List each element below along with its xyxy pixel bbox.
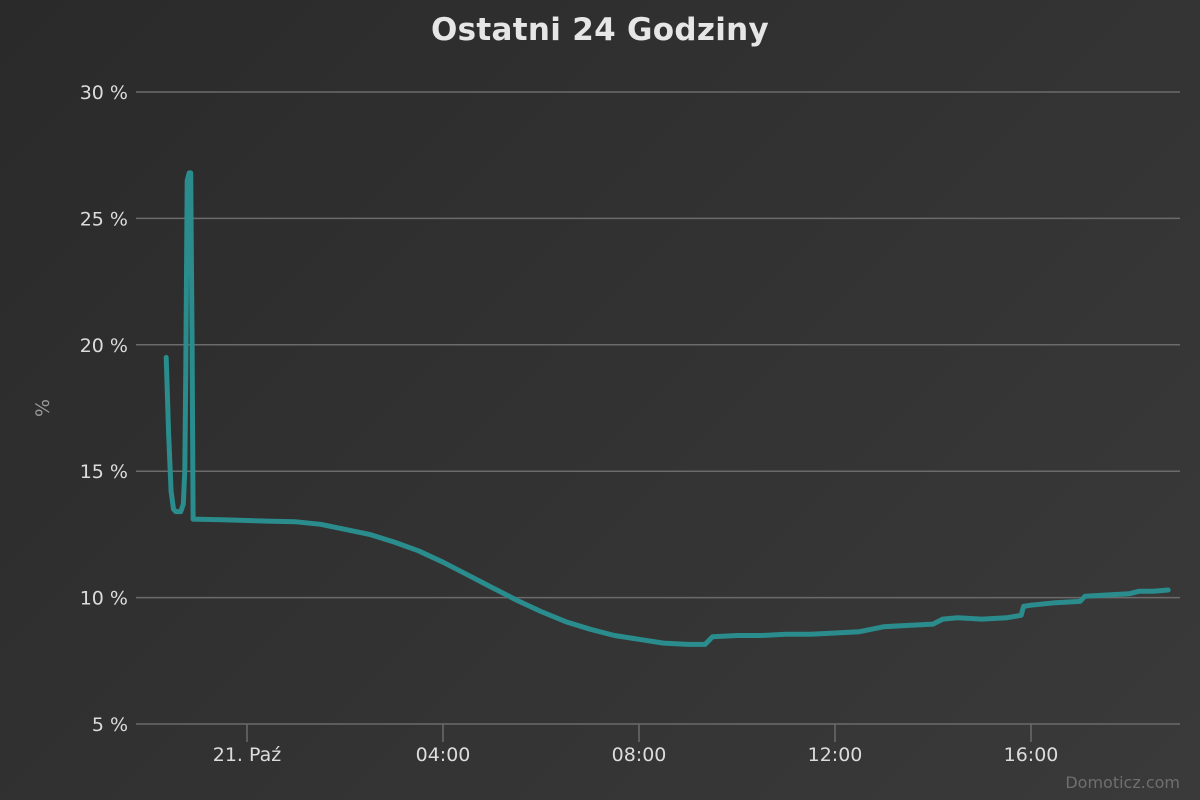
y-tick-label: 30 %	[80, 82, 128, 104]
x-tick-label: 08:00	[612, 744, 667, 766]
y-tick-label: 5 %	[92, 714, 128, 736]
chart-title: Ostatni 24 Godziny	[430, 12, 770, 48]
y-tick-label: 20 %	[80, 335, 128, 357]
x-tick-label: 21. Paź	[213, 744, 282, 766]
x-tick-label: 12:00	[808, 744, 863, 766]
x-tick-label: 16:00	[1004, 744, 1059, 766]
y-tick-label: 10 %	[80, 588, 128, 610]
x-tick-label: 04:00	[416, 744, 471, 766]
credits-link[interactable]: Domoticz.com	[1065, 773, 1180, 792]
y-tick-label: 15 %	[80, 461, 128, 483]
series-line[interactable]	[163, 170, 1171, 647]
y-tick-label: 25 %	[80, 208, 128, 230]
